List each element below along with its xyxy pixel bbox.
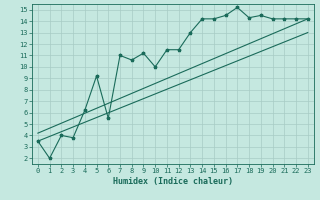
X-axis label: Humidex (Indice chaleur): Humidex (Indice chaleur) bbox=[113, 177, 233, 186]
